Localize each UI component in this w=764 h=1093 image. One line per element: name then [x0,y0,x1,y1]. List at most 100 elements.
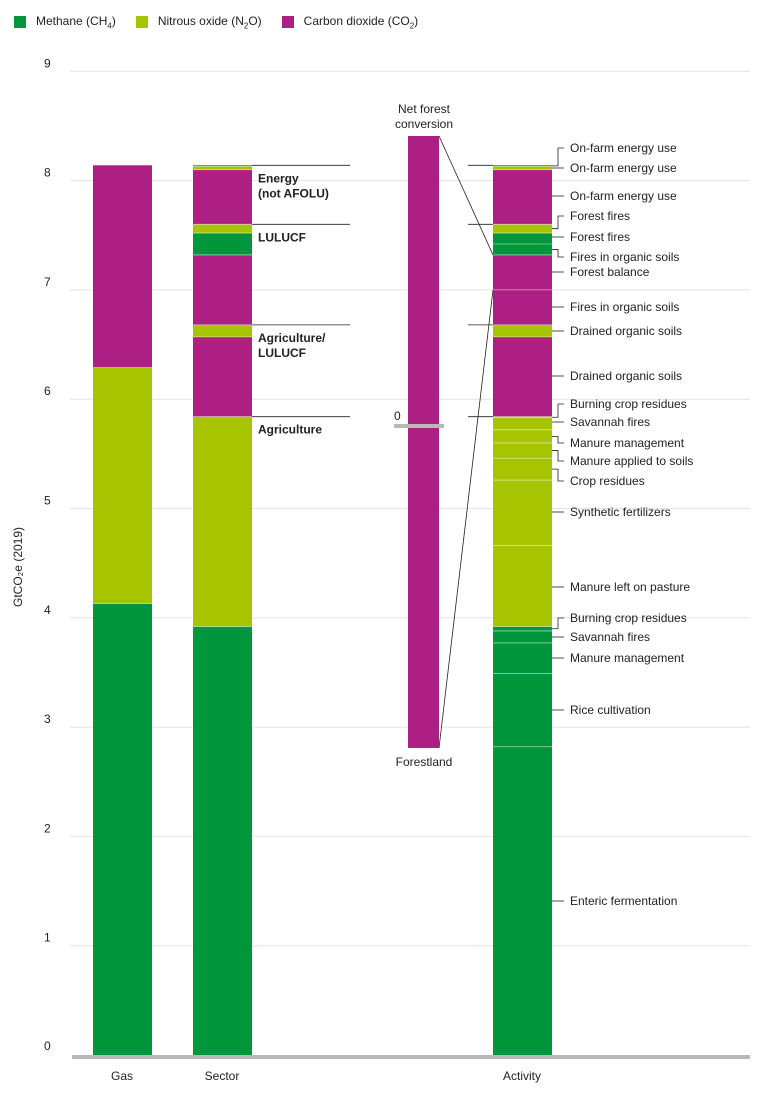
leader-line [552,450,564,462]
net-forest-bar [408,136,439,748]
leader-line [552,403,564,418]
bar-segment [493,169,552,225]
bar-segment [493,224,552,234]
activity-label: Manure management [570,651,685,665]
activity-label: Savannah fires [570,630,650,644]
legend-swatch [14,15,26,28]
leader-line [552,617,564,630]
activity-label: Drained organic soils [570,369,682,383]
y-tick-label: 2 [44,821,51,835]
bar-segment [493,545,552,627]
sector-label: LULUCF [258,346,306,360]
activity-label: Manure left on pasture [570,580,690,594]
bar-segment [193,165,252,167]
bar-segment [193,254,252,325]
net-forest-label: Net forest [398,102,451,116]
legend-label: Nitrous oxide (N2O) [157,13,262,31]
bar-segment [93,165,152,368]
x-axis-baseline [72,1055,750,1059]
bars [93,136,552,1055]
y-tick-label: 1 [44,931,51,945]
bar-segment [493,458,552,481]
bar-segment [493,289,552,325]
leader-line [552,215,564,230]
activity-label: Crop residues [570,474,645,488]
bar-segment [193,166,252,170]
leader-line [552,468,564,482]
bar-segment [493,166,552,170]
leader-line [552,435,564,444]
bar-segment [193,233,252,255]
bar-segment [493,165,552,167]
bar-segment [493,429,552,443]
y-tick-label: 6 [44,384,51,398]
bar-segment [193,224,252,234]
bar-segment [193,626,252,1055]
sector-label: Energy [258,171,299,185]
net-forest-zero-line [394,424,444,428]
sector-label: LULUCF [258,230,306,244]
activity-label: Manure applied to soils [570,454,693,468]
y-axis-ticks: 0 1 2 3 4 5 6 7 8 9 [44,56,51,1053]
y-tick-label: 3 [44,712,51,726]
gridlines [70,70,750,1059]
bar-segment [493,416,552,418]
bar-segment [493,254,552,290]
legend-item-0: Methane (CH4) [14,14,116,30]
bar-segment [93,367,152,604]
sector-label: (not AFOLU) [258,186,329,200]
connector-line [438,135,494,256]
activity-label: On-farm energy use [570,161,677,175]
sector-label: Agriculture [258,423,322,437]
bar-segment [193,336,252,417]
y-tick-label: 4 [44,603,51,617]
activity-label: On-farm energy use [570,141,677,155]
y-tick-label: 7 [44,275,51,289]
activity-label: Forest balance [570,265,650,279]
legend-item-1: Nitrous oxide (N2O) [135,13,262,31]
bar-segment [493,673,552,747]
activity-label: Drained organic soils [570,324,682,338]
legend-swatch [281,15,294,28]
bar-segment [493,417,552,430]
annotations: Energy(not AFOLU)LULUCFAgriculture/LULUC… [252,102,693,908]
bar-segment [493,442,552,459]
activity-label: Manure management [570,436,685,450]
x-tick-label: Sector [205,1069,240,1083]
bar-segment [493,243,552,255]
activity-label: Burning crop residues [570,397,687,411]
y-tick-label: 5 [44,494,51,508]
y-tick-label: 0 [44,1039,51,1053]
bar-segment [193,416,252,627]
bar-segment [493,626,552,631]
connector-line [438,289,494,749]
net-forest-label: conversion [395,117,453,131]
activity-label: On-farm energy use [570,189,677,203]
leader-line [552,249,564,258]
bar-segment [493,746,552,1055]
forestland-label: Forestland [396,755,453,769]
bar-segment [493,324,552,337]
bar-segment [493,480,552,546]
activity-label: Synthetic fertilizers [570,505,671,519]
x-axis-labels: Gas Sector Activity [111,1069,541,1083]
activity-label: Fires in organic soils [570,300,679,314]
x-tick-label: Activity [503,1069,541,1083]
y-tick-label: 8 [44,166,51,180]
activity-label: Enteric fermentation [570,894,677,908]
legend-swatch [135,15,148,28]
activity-label: Forest fires [570,230,630,244]
bar-segment [493,630,552,643]
activity-label: Rice cultivation [570,703,651,717]
legend-label: Methane (CH4) [36,13,116,31]
activity-label: Burning crop residues [570,611,687,625]
bar-segment [493,336,552,417]
x-tick-label: Gas [111,1069,133,1083]
legend-item-2: Carbon dioxide (CO2) [281,14,418,30]
y-axis-label: GtCO₂e (2019) [11,527,25,607]
activity-label: Fires in organic soils [570,250,679,264]
activity-label: Savannah fires [570,415,650,429]
bar-segment [93,603,152,1055]
activity-label: Forest fires [570,209,630,223]
